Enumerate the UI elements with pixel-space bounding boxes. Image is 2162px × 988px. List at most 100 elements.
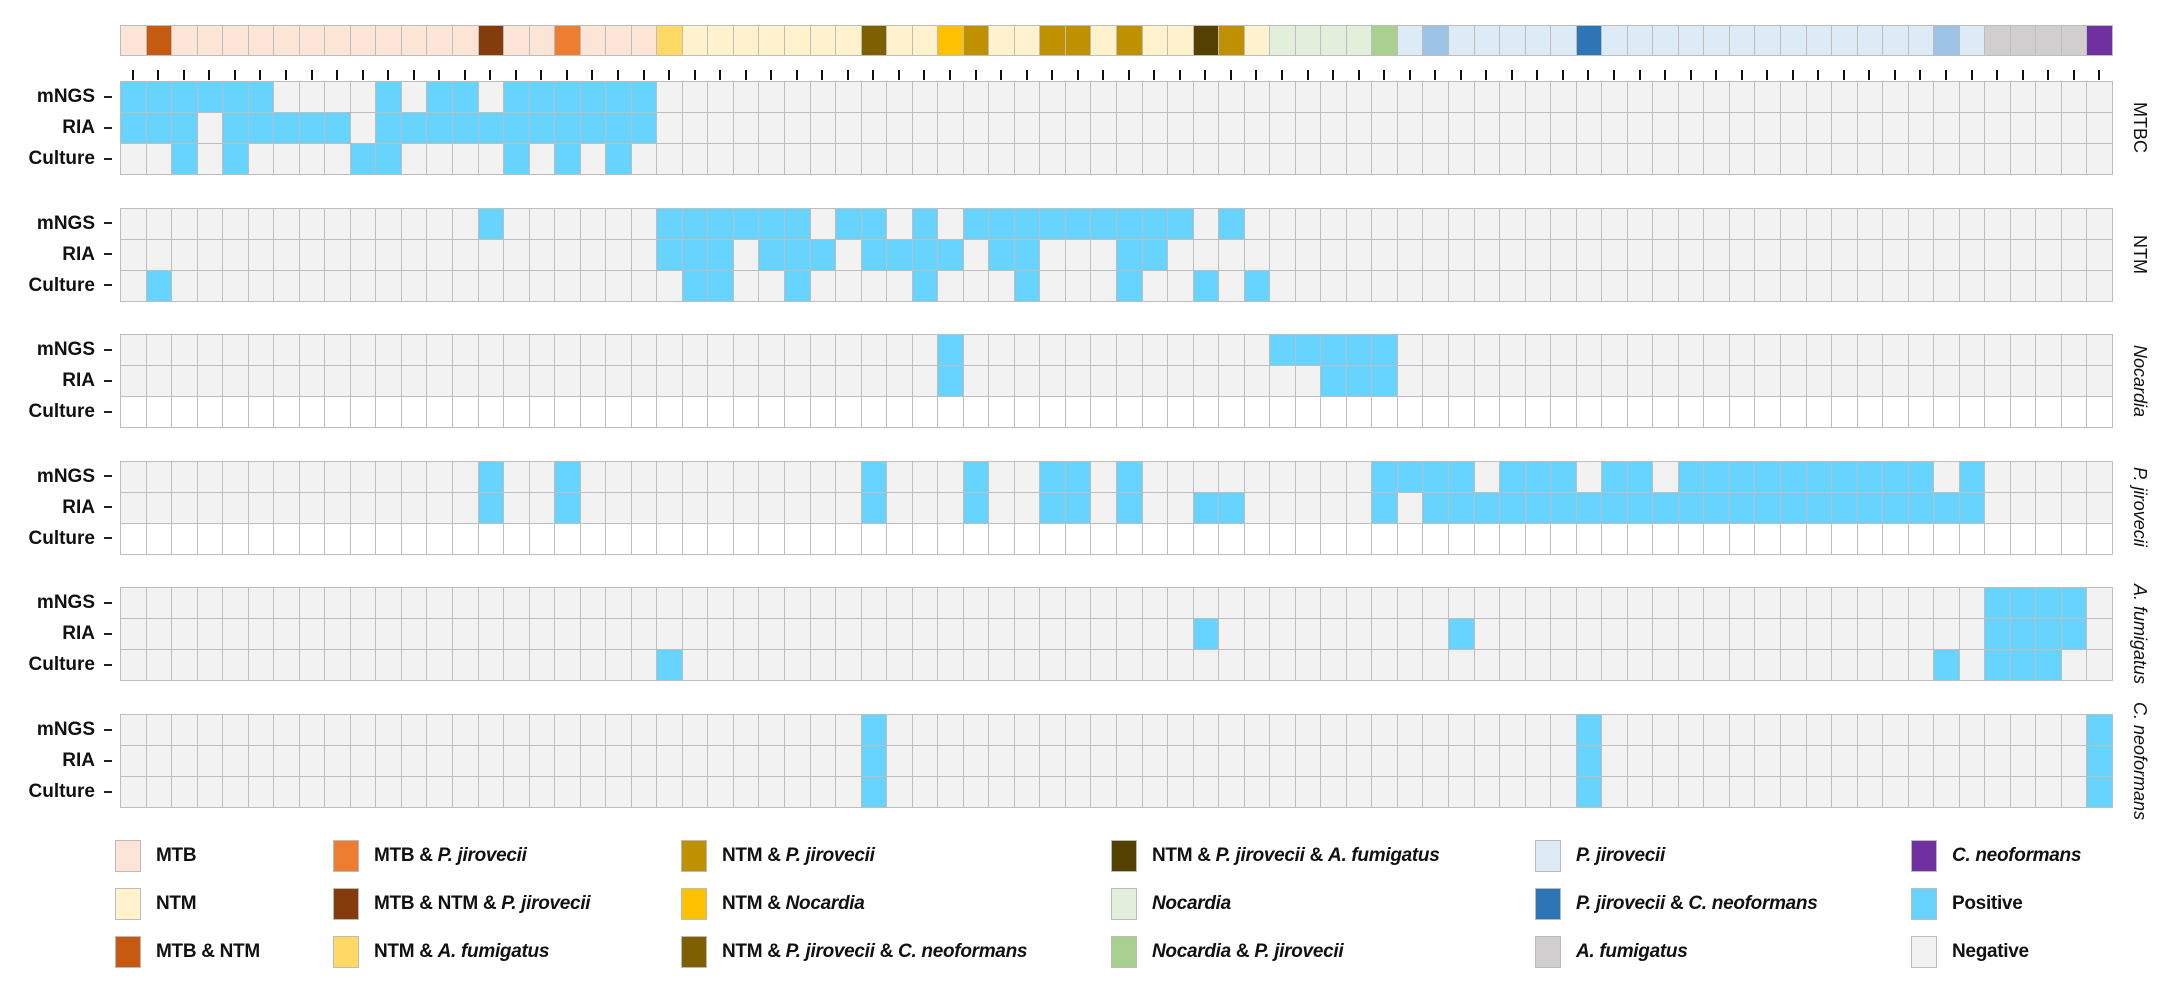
result-cell-negative — [349, 334, 377, 367]
result-cell-negative — [1550, 238, 1577, 271]
result-cell-negative — [1013, 460, 1041, 493]
result-cell-negative — [1269, 143, 1296, 175]
legend-label-part: & — [1304, 845, 1329, 866]
result-cell-positive — [1320, 365, 1347, 398]
result-cell-not-tested — [2035, 522, 2062, 555]
result-cell-negative — [1984, 143, 2011, 175]
annotation-cell — [1039, 25, 1066, 56]
result-cell-negative — [1728, 649, 1756, 682]
result-cell-negative — [2035, 112, 2062, 144]
result-cell-negative — [2035, 334, 2062, 367]
result-cell-negative — [1958, 587, 1986, 620]
result-cell-positive — [452, 112, 479, 144]
result-cell-negative — [809, 334, 837, 367]
result-cell-not-tested — [1448, 396, 1475, 429]
result-cell-positive — [120, 81, 147, 113]
result-cell-positive — [860, 714, 888, 746]
result-cell-positive — [477, 491, 505, 524]
result-cell-negative — [1601, 81, 1628, 113]
result-cell-negative — [1422, 714, 1449, 746]
result-cell-negative — [1116, 587, 1143, 620]
result-cell-negative — [2009, 207, 2037, 240]
row-label: mNGS — [36, 212, 95, 234]
result-cell-not-tested — [1294, 396, 1322, 429]
result-cell-not-tested — [503, 522, 530, 555]
result-cell-not-tested — [1320, 396, 1347, 429]
result-cell-negative — [324, 269, 351, 302]
result-cell-positive — [681, 269, 709, 302]
result-cell-negative — [1294, 618, 1322, 651]
result-cell-negative — [1703, 81, 1730, 113]
result-cell-negative — [452, 238, 479, 271]
legend-item: Nocardia & P. jirovecii — [1111, 936, 1344, 968]
result-cell-negative — [298, 587, 326, 620]
result-cell-negative — [656, 491, 683, 524]
result-cell-negative — [1933, 745, 1960, 777]
sample-tick — [668, 70, 671, 80]
result-cell-positive — [2060, 587, 2088, 620]
result-cell-negative — [1448, 745, 1475, 777]
result-cell-negative — [452, 207, 479, 240]
result-cell-positive — [1831, 460, 1858, 493]
result-cell-negative — [349, 649, 377, 682]
result-cell-negative — [1448, 238, 1475, 271]
result-cell-negative — [1345, 649, 1373, 682]
result-cell-negative — [1320, 269, 1347, 302]
result-cell-negative — [962, 112, 990, 144]
sample-tick — [1996, 70, 1999, 80]
result-cell-negative — [1703, 776, 1730, 808]
result-cell-negative — [809, 745, 837, 777]
sample-tick — [259, 70, 262, 80]
result-cell-positive — [860, 238, 888, 271]
legend-label: Positive — [1952, 893, 2023, 915]
result-cell-not-tested — [1243, 522, 1271, 555]
result-cell-positive — [2009, 649, 2037, 682]
result-cell-negative — [196, 776, 224, 808]
result-cell-negative — [630, 143, 658, 175]
sample-tick — [1204, 70, 1207, 80]
result-cell-negative — [1141, 649, 1169, 682]
result-cell-not-tested — [1141, 522, 1169, 555]
result-cell-negative — [1192, 207, 1220, 240]
result-cell-negative — [1396, 238, 1424, 271]
result-cell-negative — [324, 714, 351, 746]
result-cell-negative — [324, 776, 351, 808]
result-cell-negative — [1294, 238, 1322, 271]
result-cell-negative — [426, 238, 453, 271]
annotation-cell — [1933, 25, 1960, 56]
result-cell-negative — [1218, 143, 1245, 175]
result-cell-not-tested — [1780, 396, 1807, 429]
result-cell-negative — [1805, 714, 1833, 746]
result-cell-positive — [1677, 491, 1705, 524]
result-cell-negative — [681, 745, 709, 777]
result-cell-negative — [1856, 334, 1884, 367]
result-cell-negative — [1013, 143, 1041, 175]
result-cell-negative — [120, 238, 147, 271]
result-cell-negative — [247, 649, 275, 682]
result-cell-negative — [1013, 714, 1041, 746]
legend-label: MTB — [156, 845, 197, 867]
result-cell-negative — [835, 81, 862, 113]
annotation-cell — [1243, 25, 1271, 56]
result-cell-negative — [1064, 714, 1092, 746]
result-cell-negative — [273, 745, 300, 777]
result-cell-negative — [1677, 365, 1705, 398]
result-cell-positive — [1116, 207, 1143, 240]
result-cell-positive — [324, 112, 351, 144]
result-cell-negative — [681, 81, 709, 113]
result-cell-negative — [400, 491, 428, 524]
result-cell-negative — [1728, 143, 1756, 175]
annotation-cell — [554, 25, 581, 56]
result-cell-negative — [1090, 81, 1117, 113]
legend-item: MTB — [115, 840, 197, 872]
result-cell-negative — [962, 365, 990, 398]
result-cell-negative — [222, 238, 249, 271]
result-cell-negative — [656, 714, 683, 746]
result-cell-negative — [937, 714, 964, 746]
result-cell-negative — [656, 460, 683, 493]
result-cell-negative — [1933, 81, 1960, 113]
result-cell-positive — [171, 143, 198, 175]
result-cell-negative — [1984, 269, 2011, 302]
result-cell-negative — [656, 143, 683, 175]
result-cell-negative — [324, 238, 351, 271]
